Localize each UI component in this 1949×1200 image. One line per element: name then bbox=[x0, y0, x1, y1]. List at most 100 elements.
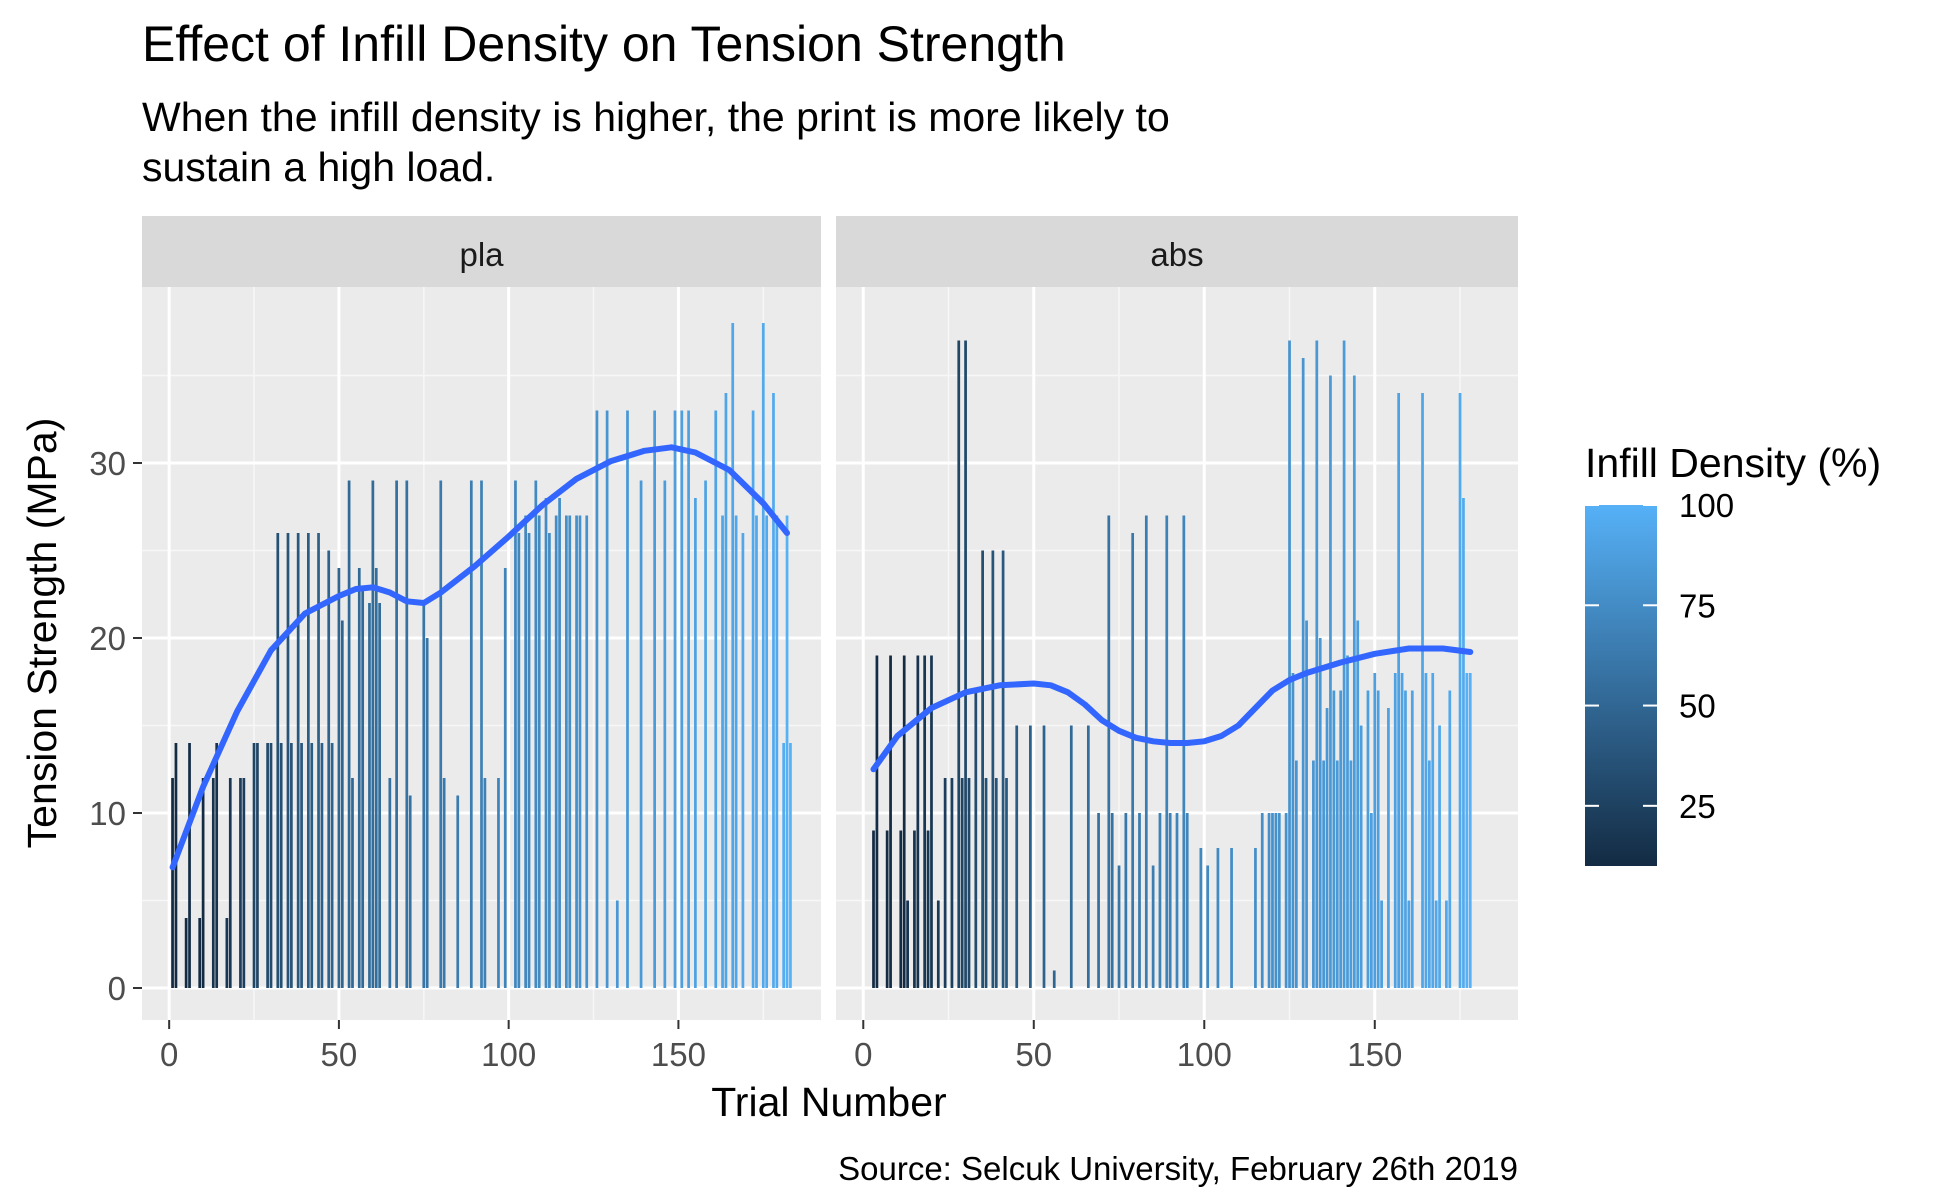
bar bbox=[554, 515, 558, 988]
bar bbox=[1322, 760, 1325, 988]
bar bbox=[585, 515, 589, 988]
bar bbox=[1335, 760, 1339, 988]
bar bbox=[395, 480, 398, 988]
bar bbox=[517, 533, 521, 988]
bar bbox=[1349, 760, 1353, 988]
y-tick-label: 0 bbox=[108, 970, 126, 1007]
bar bbox=[639, 480, 643, 988]
bar bbox=[171, 778, 174, 988]
bar bbox=[1376, 690, 1380, 988]
bar bbox=[1144, 515, 1148, 988]
bar bbox=[1005, 778, 1008, 988]
bar bbox=[889, 655, 892, 988]
bar bbox=[469, 480, 473, 988]
bar bbox=[1097, 813, 1100, 988]
bar bbox=[1373, 673, 1377, 988]
facet-strip-label: abs bbox=[1150, 236, 1203, 273]
bar bbox=[1370, 813, 1373, 988]
bar bbox=[957, 340, 961, 988]
bar bbox=[347, 480, 351, 988]
bar bbox=[731, 323, 735, 988]
bar bbox=[1393, 673, 1397, 988]
bar bbox=[524, 515, 527, 988]
bar bbox=[1069, 725, 1073, 988]
bar bbox=[269, 743, 273, 988]
bar bbox=[1199, 848, 1203, 988]
bar bbox=[408, 795, 412, 988]
bar bbox=[1267, 813, 1271, 988]
bar bbox=[755, 515, 758, 988]
bar bbox=[1438, 725, 1441, 988]
color-legend: Infill Density (%) 100 75 50 25 bbox=[1585, 440, 1881, 866]
bar bbox=[782, 743, 786, 988]
bar bbox=[751, 410, 755, 988]
bar bbox=[1151, 865, 1155, 988]
bar bbox=[775, 515, 779, 988]
bar bbox=[1165, 515, 1169, 988]
bar bbox=[1315, 340, 1319, 988]
bar bbox=[1404, 690, 1407, 988]
bar bbox=[615, 900, 619, 988]
bar bbox=[913, 830, 916, 988]
legend-tick-label: 75 bbox=[1679, 587, 1716, 624]
bar bbox=[296, 533, 300, 988]
legend-tick-label: 50 bbox=[1679, 688, 1716, 725]
bar bbox=[1465, 673, 1469, 988]
x-tick-label: 0 bbox=[160, 1036, 178, 1073]
bar bbox=[984, 778, 988, 988]
bar bbox=[721, 515, 724, 988]
bar bbox=[228, 778, 232, 988]
bar bbox=[991, 550, 995, 988]
bar bbox=[286, 533, 290, 988]
bar bbox=[1431, 673, 1435, 988]
bar bbox=[378, 603, 382, 988]
bar bbox=[575, 515, 578, 988]
bar bbox=[1380, 900, 1383, 988]
bar bbox=[330, 743, 334, 988]
bar bbox=[1387, 708, 1390, 988]
x-tick-label: 0 bbox=[854, 1036, 872, 1073]
bar bbox=[1182, 515, 1186, 988]
bar bbox=[1458, 393, 1462, 988]
bar bbox=[252, 743, 256, 988]
chart-caption: Source: Selcuk University, February 26th… bbox=[838, 1150, 1518, 1187]
bar bbox=[276, 533, 280, 988]
bar bbox=[943, 778, 947, 988]
bar bbox=[1288, 340, 1291, 988]
bar bbox=[1407, 900, 1411, 988]
bar bbox=[1352, 375, 1356, 988]
bar bbox=[964, 340, 967, 988]
bar bbox=[211, 778, 215, 988]
bar bbox=[1312, 760, 1315, 988]
bar bbox=[930, 655, 933, 988]
bar bbox=[188, 743, 191, 988]
bar bbox=[694, 498, 697, 988]
bar bbox=[761, 323, 765, 988]
legend-colorbar bbox=[1585, 505, 1657, 866]
bar bbox=[548, 533, 551, 988]
bar bbox=[1462, 498, 1465, 988]
bar bbox=[875, 655, 879, 988]
bar bbox=[1356, 620, 1360, 988]
bar bbox=[184, 918, 188, 988]
bar bbox=[653, 410, 657, 988]
y-axis-title: Tension Strength (MPa) bbox=[19, 418, 65, 849]
legend-title: Infill Density (%) bbox=[1585, 440, 1881, 486]
bar bbox=[483, 778, 487, 988]
bar bbox=[902, 655, 906, 988]
bar bbox=[916, 655, 920, 988]
bar bbox=[568, 515, 572, 988]
bar bbox=[279, 743, 283, 988]
y-tick-label: 20 bbox=[89, 620, 126, 657]
bar bbox=[456, 795, 460, 988]
bar bbox=[405, 480, 409, 988]
bar bbox=[926, 830, 930, 988]
bar bbox=[310, 743, 314, 988]
bar bbox=[1445, 900, 1448, 988]
bar bbox=[558, 498, 561, 988]
bar bbox=[306, 533, 310, 988]
y-tick-label: 30 bbox=[89, 445, 126, 482]
bar bbox=[1421, 393, 1424, 988]
facet-panel-abs: abs 0 50 100 150 bbox=[836, 216, 1518, 1073]
